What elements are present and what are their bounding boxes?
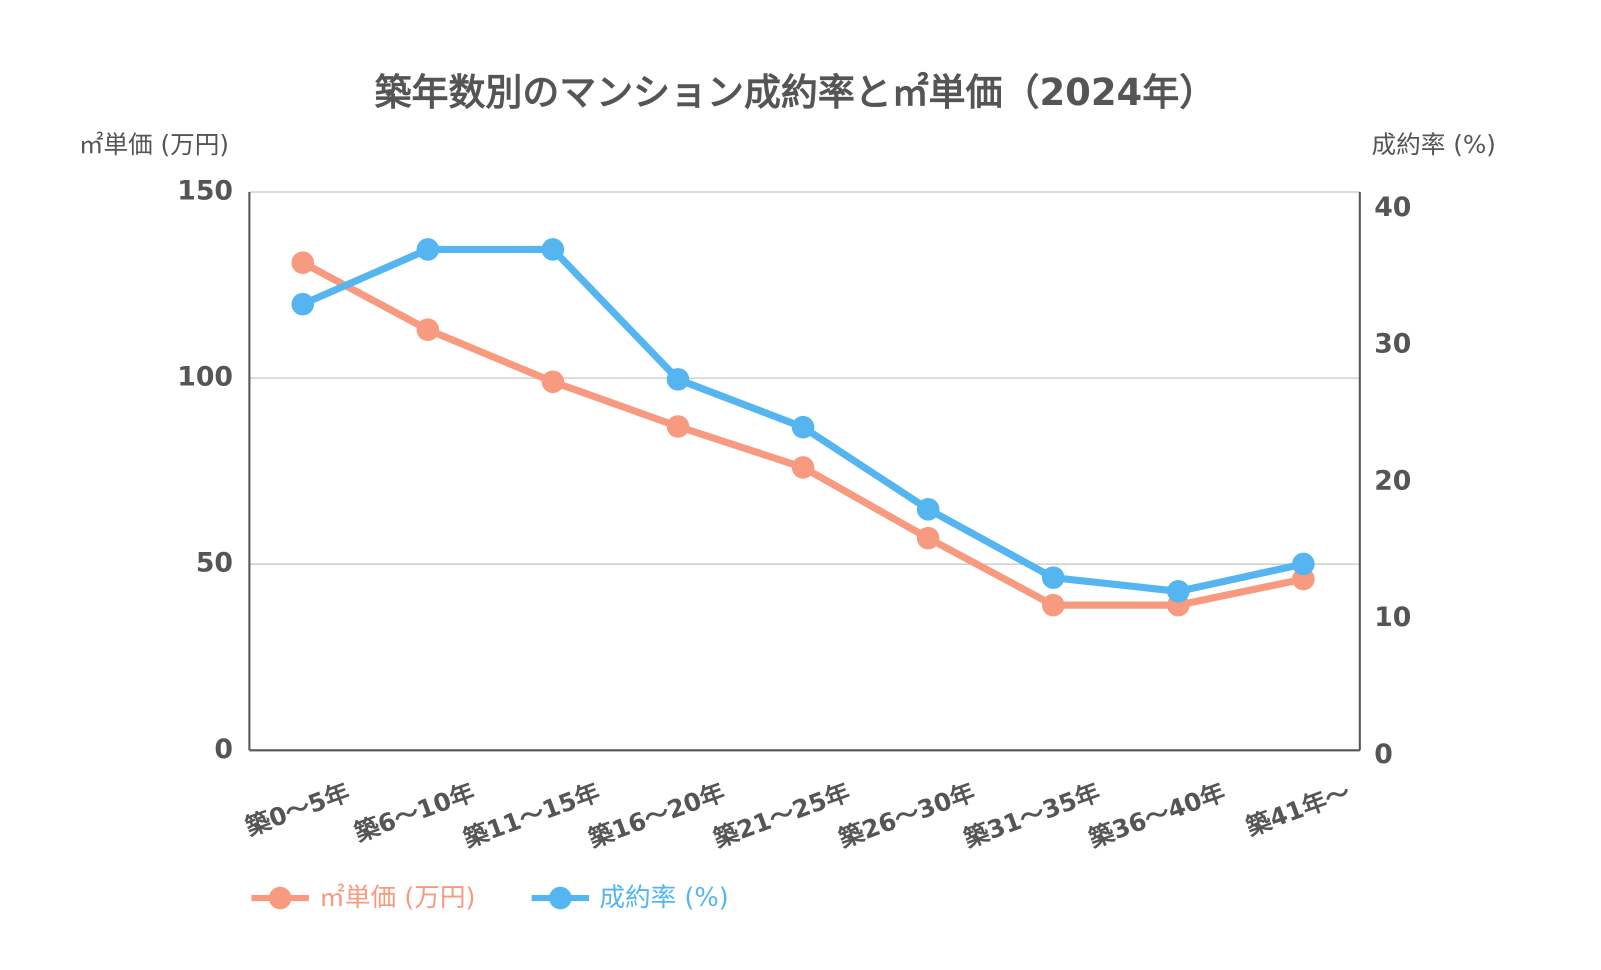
legend-label: ㎡単価 (万円) — [319, 883, 475, 913]
x-tick-label: 築21～25年 — [709, 777, 854, 853]
y2-tick-label: 20 — [1374, 465, 1411, 496]
legend-marker — [549, 886, 572, 910]
point — [666, 368, 690, 391]
legend-label: 成約率 (%) — [599, 883, 728, 913]
point — [916, 497, 940, 521]
legend-marker — [268, 886, 292, 910]
x-tick-label: 築26～30年 — [834, 777, 979, 853]
point — [1292, 552, 1315, 576]
y2-axis-title: 成約率 (%) — [1372, 130, 1496, 159]
point — [916, 526, 940, 550]
point — [1167, 580, 1190, 603]
x-tick-label: 築31～35年 — [959, 777, 1104, 853]
y2-tick-label: 0 — [1374, 739, 1393, 770]
y-axis-title: ㎡単価 (万円) — [79, 130, 229, 159]
point — [416, 238, 440, 261]
y2-tick-label: 40 — [1374, 192, 1411, 223]
x-tick-label: 築6～10年 — [350, 777, 479, 847]
point — [416, 318, 440, 341]
y2-tick-label: 10 — [1374, 602, 1411, 633]
point — [291, 251, 315, 275]
chart-title: 築年数別のマンション成約率と㎡単価（2024年） — [375, 71, 1217, 114]
y2-tick-label: 30 — [1374, 329, 1411, 360]
point — [291, 292, 315, 316]
point — [791, 415, 815, 439]
x-tick-label: 築0～5年 — [241, 777, 353, 842]
point — [1041, 593, 1065, 617]
y-tick-label: 50 — [196, 548, 233, 579]
x-tick-label: 築16～20年 — [584, 777, 729, 853]
y-tick-label: 0 — [214, 734, 233, 765]
x-tick-label: 築11～15年 — [459, 777, 604, 853]
y-tick-label: 100 — [177, 362, 233, 393]
point — [541, 238, 565, 261]
point — [541, 370, 565, 394]
point — [791, 456, 815, 479]
y-tick-label: 150 — [177, 175, 233, 206]
point — [1041, 566, 1065, 589]
x-tick-label: 築36～40年 — [1084, 777, 1229, 853]
x-tick-label: 築41年～ — [1242, 777, 1355, 842]
point — [666, 415, 690, 438]
